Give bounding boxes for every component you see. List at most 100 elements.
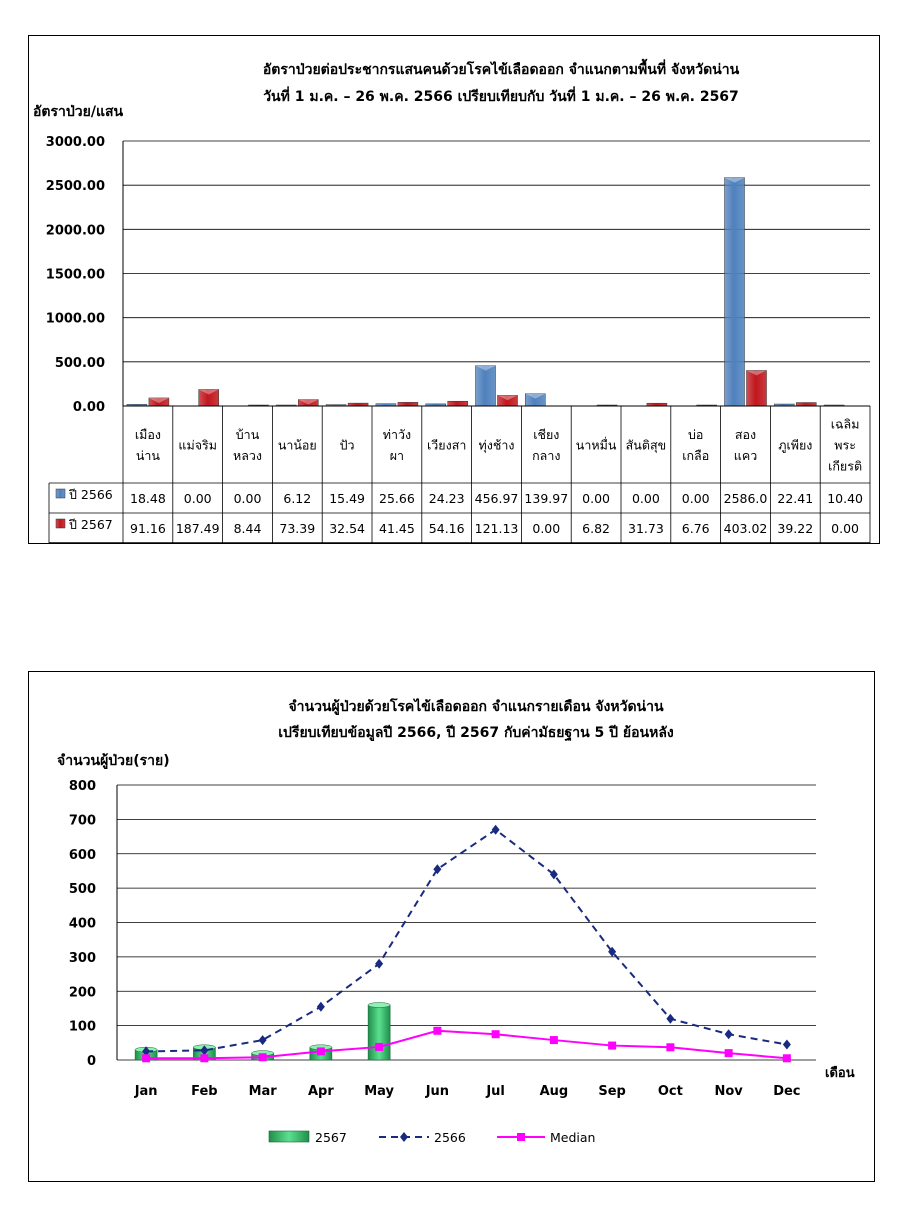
data-label: 187.49 xyxy=(176,521,220,536)
legend-label: ปี 2566 xyxy=(69,487,113,502)
point-median xyxy=(491,1030,500,1039)
point-median xyxy=(200,1054,209,1063)
x-tick-label: Mar xyxy=(249,1084,278,1099)
bar-top-bevel xyxy=(367,1002,391,1008)
data-label: 2586.0 xyxy=(724,491,768,506)
x-tick-label: May xyxy=(364,1084,394,1099)
data-label: 0.00 xyxy=(831,521,859,536)
point-2566 xyxy=(258,1035,267,1046)
legend-label: 2566 xyxy=(434,1130,466,1145)
category-label: นาหมื่น xyxy=(576,437,617,453)
bar-2567 xyxy=(746,370,767,407)
legend-key-median-marker xyxy=(517,1133,525,1141)
x-tick-label: Jan xyxy=(134,1084,158,1099)
point-median xyxy=(549,1036,558,1045)
y-tick-label: 1000.00 xyxy=(46,312,105,327)
data-label: 24.23 xyxy=(429,491,465,506)
data-label: 0.00 xyxy=(632,491,660,506)
y-tick-label: 1500.00 xyxy=(46,268,105,283)
category-label: บ่อ xyxy=(688,427,703,442)
y-tick-label: 300 xyxy=(69,951,96,966)
bar-top-bevel xyxy=(497,395,518,401)
point-median xyxy=(724,1049,733,1058)
point-median xyxy=(316,1047,325,1056)
bar-top-bevel xyxy=(198,389,219,395)
data-label: 0.00 xyxy=(532,521,560,536)
bar-top-bevel xyxy=(525,393,546,399)
y-tick-label: 2500.00 xyxy=(46,179,105,194)
data-label: 91.16 xyxy=(130,521,166,536)
point-2566 xyxy=(200,1045,209,1056)
legend-key-2567 xyxy=(55,518,66,529)
bar-top-bevel xyxy=(724,177,745,183)
category-label: ปัว xyxy=(340,438,355,453)
y-tick-label: 200 xyxy=(69,985,96,1000)
bar-chart: อัตราป่วยต่อประชากรแสนคนด้วยโรคไข้เลือดอ… xyxy=(33,58,871,543)
data-label: 31.73 xyxy=(628,521,664,536)
category-label: บ้าน xyxy=(236,427,260,442)
category-label: สอง xyxy=(735,427,756,442)
point-2566 xyxy=(724,1029,733,1040)
category-label: พระ xyxy=(834,438,856,453)
x-tick-label: Dec xyxy=(773,1084,800,1099)
data-label: 41.45 xyxy=(379,521,415,536)
category-label: กลาง xyxy=(532,448,560,463)
point-2566 xyxy=(491,824,500,835)
category-label: เวียงสา xyxy=(427,438,466,453)
data-label: 139.97 xyxy=(524,491,568,506)
data-label: 39.22 xyxy=(777,521,813,536)
y-tick-label: 3000.00 xyxy=(46,135,105,150)
point-median xyxy=(433,1026,442,1035)
data-label: 8.44 xyxy=(234,521,262,536)
legend-key-2567 xyxy=(268,1130,310,1143)
point-2566 xyxy=(142,1046,151,1057)
bar-2566 xyxy=(475,365,496,407)
data-label: 0.00 xyxy=(234,491,262,506)
x-tick-label: Aug xyxy=(540,1084,569,1099)
point-2566 xyxy=(549,869,558,880)
data-label: 10.40 xyxy=(827,491,863,506)
data-label: 32.54 xyxy=(329,521,365,536)
y-tick-label: 600 xyxy=(69,848,96,863)
line-chart-panel: จำนวนผู้ป่วยด้วยโรคไข้เลือดออก จำแนกรายเ… xyxy=(28,671,875,1182)
data-label: 25.66 xyxy=(379,491,415,506)
data-label: 121.13 xyxy=(475,521,519,536)
point-2566 xyxy=(433,864,442,875)
category-label: น่าน xyxy=(136,448,161,463)
data-label: 54.16 xyxy=(429,521,465,536)
category-label: สันติสุข xyxy=(626,438,666,454)
bar-top-bevel xyxy=(298,399,319,405)
category-label: แม่จริม xyxy=(178,438,217,453)
y-tick-label: 0 xyxy=(87,1054,96,1069)
point-median xyxy=(142,1054,151,1063)
category-label: ภูเพียง xyxy=(778,438,812,454)
x-axis-label: เดือน xyxy=(825,1065,855,1081)
x-tick-label: Jul xyxy=(485,1084,505,1099)
point-median xyxy=(258,1053,267,1062)
x-tick-label: Jun xyxy=(425,1084,449,1099)
bar-chart-panel: อัตราป่วยต่อประชากรแสนคนด้วยโรคไข้เลือดอ… xyxy=(28,35,880,544)
series-line-2566 xyxy=(146,828,788,1053)
x-tick-label: Nov xyxy=(714,1084,743,1099)
data-label: 73.39 xyxy=(279,521,315,536)
point-2566 xyxy=(608,946,617,957)
bar-2567 xyxy=(397,402,419,407)
category-label: ผา xyxy=(390,448,404,463)
category-label: เกลือ xyxy=(682,448,709,463)
y-tick-label: 100 xyxy=(69,1020,96,1035)
category-label: แคว xyxy=(734,448,757,463)
point-2566 xyxy=(375,958,384,969)
chart-title-line: จำนวนผู้ป่วยด้วยโรคไข้เลือดออก จำแนกรายเ… xyxy=(288,697,664,715)
category-label: ทุ่งช้าง xyxy=(479,438,515,454)
legend-label: 2567 xyxy=(315,1130,347,1145)
y-axis-label: จำนวนผู้ป่วย(ราย) xyxy=(57,753,170,769)
category-label: เกียรติ xyxy=(828,459,862,474)
point-2566 xyxy=(782,1039,791,1050)
data-label: 6.12 xyxy=(283,491,311,506)
x-tick-label: Feb xyxy=(191,1084,217,1099)
point-2566 xyxy=(666,1013,675,1024)
y-tick-label: 500 xyxy=(69,882,96,897)
legend-label: ปี 2567 xyxy=(69,517,113,532)
data-label: 6.82 xyxy=(582,521,610,536)
bar-2567 xyxy=(367,1004,391,1061)
